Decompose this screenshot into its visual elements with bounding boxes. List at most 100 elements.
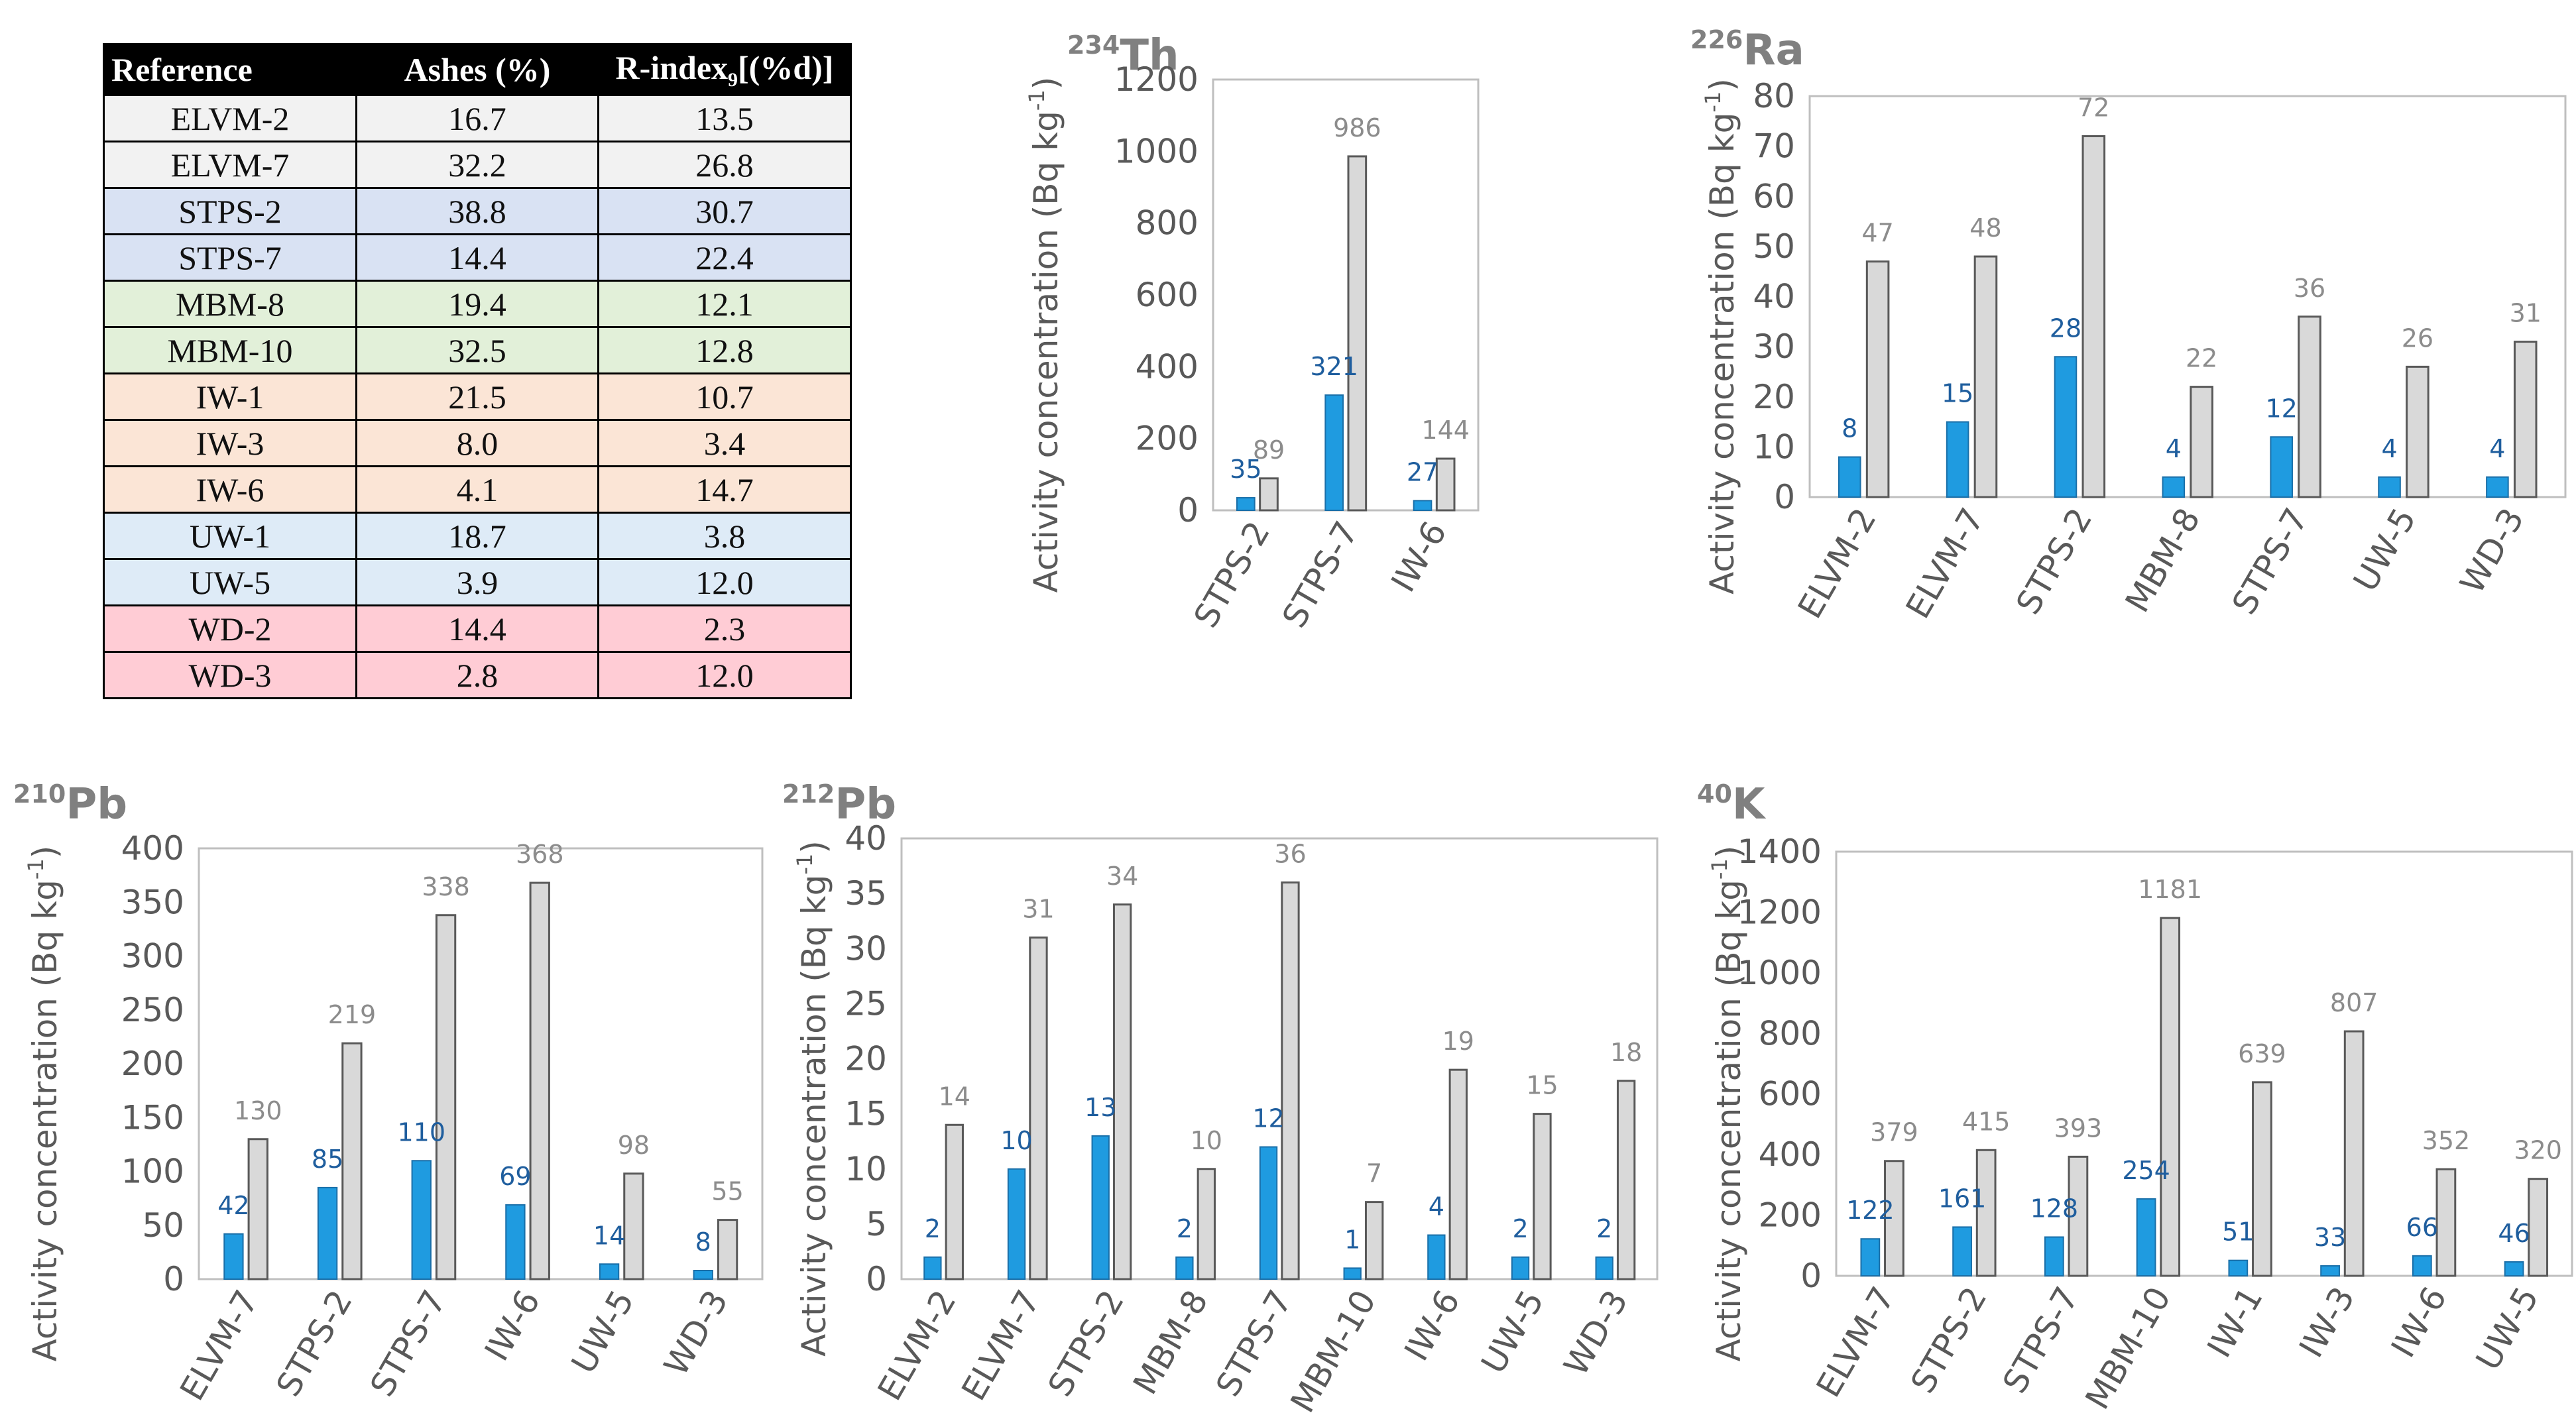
- bar-series2: [2160, 917, 2181, 1277]
- y-axis-label-superscript: -1: [1707, 858, 1732, 879]
- data-label-series2: 320: [2514, 1136, 2562, 1165]
- header-rindex-subscript: 9: [728, 68, 738, 91]
- data-label-series1: 13: [1084, 1093, 1116, 1122]
- data-label-series1: 2: [1596, 1214, 1612, 1243]
- chart-title-superscript: 226: [1690, 25, 1743, 54]
- data-label-series2: 48: [1969, 213, 2001, 243]
- y-tick-label: 600: [1136, 276, 1199, 314]
- data-label-series2: 338: [422, 872, 470, 901]
- bar-series1: [2504, 1261, 2524, 1277]
- reference-cell: WD-2: [103, 604, 357, 653]
- y-axis-label-close: ): [795, 840, 833, 854]
- chart-pb212: 212Pb Activity concentration (Bq kg-1) 0 5 1…: [782, 762, 1664, 1417]
- table-row: UW-5 3.9 12.0: [103, 558, 852, 606]
- y-tick-label: 5: [866, 1205, 887, 1243]
- bar-series1: [1007, 1168, 1026, 1280]
- plot-area: [900, 837, 1659, 1280]
- data-label-series2: 415: [1962, 1107, 2011, 1136]
- y-tick-label: 1000: [1737, 954, 1822, 992]
- y-tick-label: 400: [1136, 347, 1199, 386]
- data-label-series1: 10: [1000, 1126, 1032, 1155]
- bar-series1: [2378, 476, 2401, 498]
- data-label-series2: 36: [1274, 840, 1306, 869]
- chart-svg: 40K Activity concentration (Bq kg-1) 0 200 4…: [1697, 779, 2573, 1416]
- data-label-series2: 10: [1191, 1126, 1222, 1155]
- table-row: MBM-8 19.4 12.1: [103, 280, 852, 328]
- reference-cell: UW-5: [103, 558, 357, 606]
- bar-series1: [599, 1263, 620, 1280]
- chart-ra226: 226Ra Activity concentration (Bq kg-1) 0 10…: [1690, 3, 2572, 625]
- table-row: IW-6 4.1 14.7: [103, 465, 852, 514]
- y-axis-label-text: Activity concentration (Bq kg: [1710, 879, 1748, 1361]
- x-tick-label: STPS-7: [1208, 1284, 1299, 1403]
- y-tick-label: 350: [121, 883, 184, 921]
- x-tick-label: IW-3: [2292, 1280, 2362, 1364]
- rindex-cell: 22.4: [597, 233, 852, 282]
- x-tick-label: WD-3: [2453, 502, 2532, 600]
- bar-series1: [1259, 1146, 1278, 1280]
- table-row: ELVM-2 16.7 13.5: [103, 94, 852, 142]
- bar-series2: [247, 1138, 268, 1280]
- data-label-series2: 639: [2238, 1039, 2286, 1068]
- data-label-series1: 4: [2489, 434, 2505, 463]
- bar-series1: [1952, 1226, 1972, 1277]
- y-tick-label: 150: [121, 1098, 184, 1137]
- y-tick-label: 1200: [1737, 893, 1822, 931]
- data-label-series1: 12: [2266, 394, 2298, 423]
- data-label-series1: 2: [1177, 1214, 1193, 1243]
- data-label-series1: 8: [695, 1227, 711, 1257]
- y-tick-label: 300: [121, 937, 184, 976]
- bar-series1: [693, 1270, 713, 1280]
- bar-series2: [2068, 1155, 2089, 1277]
- data-label-series2: 31: [1022, 895, 1054, 924]
- y-axis-label: Activity concentration (Bq kg-1): [1024, 77, 1065, 593]
- rindex-cell: 3.4: [597, 419, 852, 467]
- reference-cell: ELVM-7: [103, 141, 357, 189]
- ashes-cell: 32.5: [355, 326, 599, 374]
- reference-table: Reference Ashes (%) R-index9[(%d)] ELVM-…: [103, 43, 852, 699]
- x-tick-label: UW-5: [2346, 502, 2424, 598]
- chart-title-element: Th: [1120, 31, 1179, 80]
- y-tick-label: 80: [1753, 77, 1795, 115]
- y-tick-label: 0: [1774, 478, 1795, 516]
- data-label-series1: 66: [2406, 1213, 2438, 1242]
- data-label-series2: 98: [618, 1131, 650, 1160]
- x-tick-label: MBM-8: [2118, 502, 2207, 619]
- data-label-series2: 31: [2510, 299, 2542, 328]
- bar-series2: [2252, 1081, 2272, 1277]
- bar-series2: [1448, 1068, 1468, 1280]
- bar-series1: [2054, 356, 2078, 498]
- data-label-series1: 110: [397, 1117, 445, 1147]
- data-label-series2: 379: [1870, 1118, 1918, 1147]
- rindex-cell: 3.8: [597, 512, 852, 560]
- bar-series2: [341, 1042, 363, 1280]
- x-tick-label: STPS-2: [1903, 1280, 1994, 1400]
- y-tick-label: 70: [1753, 127, 1795, 166]
- plot-area: [1808, 95, 2567, 498]
- bar-series2: [1973, 255, 1998, 498]
- data-label-series2: 55: [711, 1177, 743, 1206]
- bar-series1: [2412, 1255, 2432, 1276]
- data-label-series1: 69: [499, 1162, 531, 1191]
- data-label-series1: 14: [593, 1221, 625, 1250]
- reference-cell: MBM-8: [103, 280, 357, 328]
- reference-cell: IW-3: [103, 419, 357, 467]
- reference-cell: UW-1: [103, 512, 357, 560]
- ashes-cell: 21.5: [355, 372, 599, 421]
- x-tick-label: STPS-2: [269, 1284, 360, 1403]
- bar-series2: [1533, 1113, 1552, 1280]
- ashes-cell: 16.7: [355, 94, 599, 142]
- rindex-cell: 12.8: [597, 326, 852, 374]
- y-tick-label: 60: [1753, 177, 1795, 215]
- bar-series1: [923, 1256, 942, 1280]
- y-tick-label: 40: [845, 819, 887, 858]
- data-label-series2: 34: [1106, 862, 1138, 891]
- data-label-series1: 51: [2222, 1218, 2254, 1247]
- data-label-series1: 128: [2030, 1194, 2079, 1223]
- y-tick-label: 800: [1759, 1014, 1822, 1052]
- bar-series2: [1029, 936, 1048, 1280]
- chart-title-element: Pb: [66, 780, 127, 829]
- chart-pb210: 210Pb Activity concentration (Bq kg-1) 0 50…: [13, 762, 776, 1414]
- ashes-cell: 19.4: [355, 280, 599, 328]
- bar-series2: [1197, 1168, 1216, 1280]
